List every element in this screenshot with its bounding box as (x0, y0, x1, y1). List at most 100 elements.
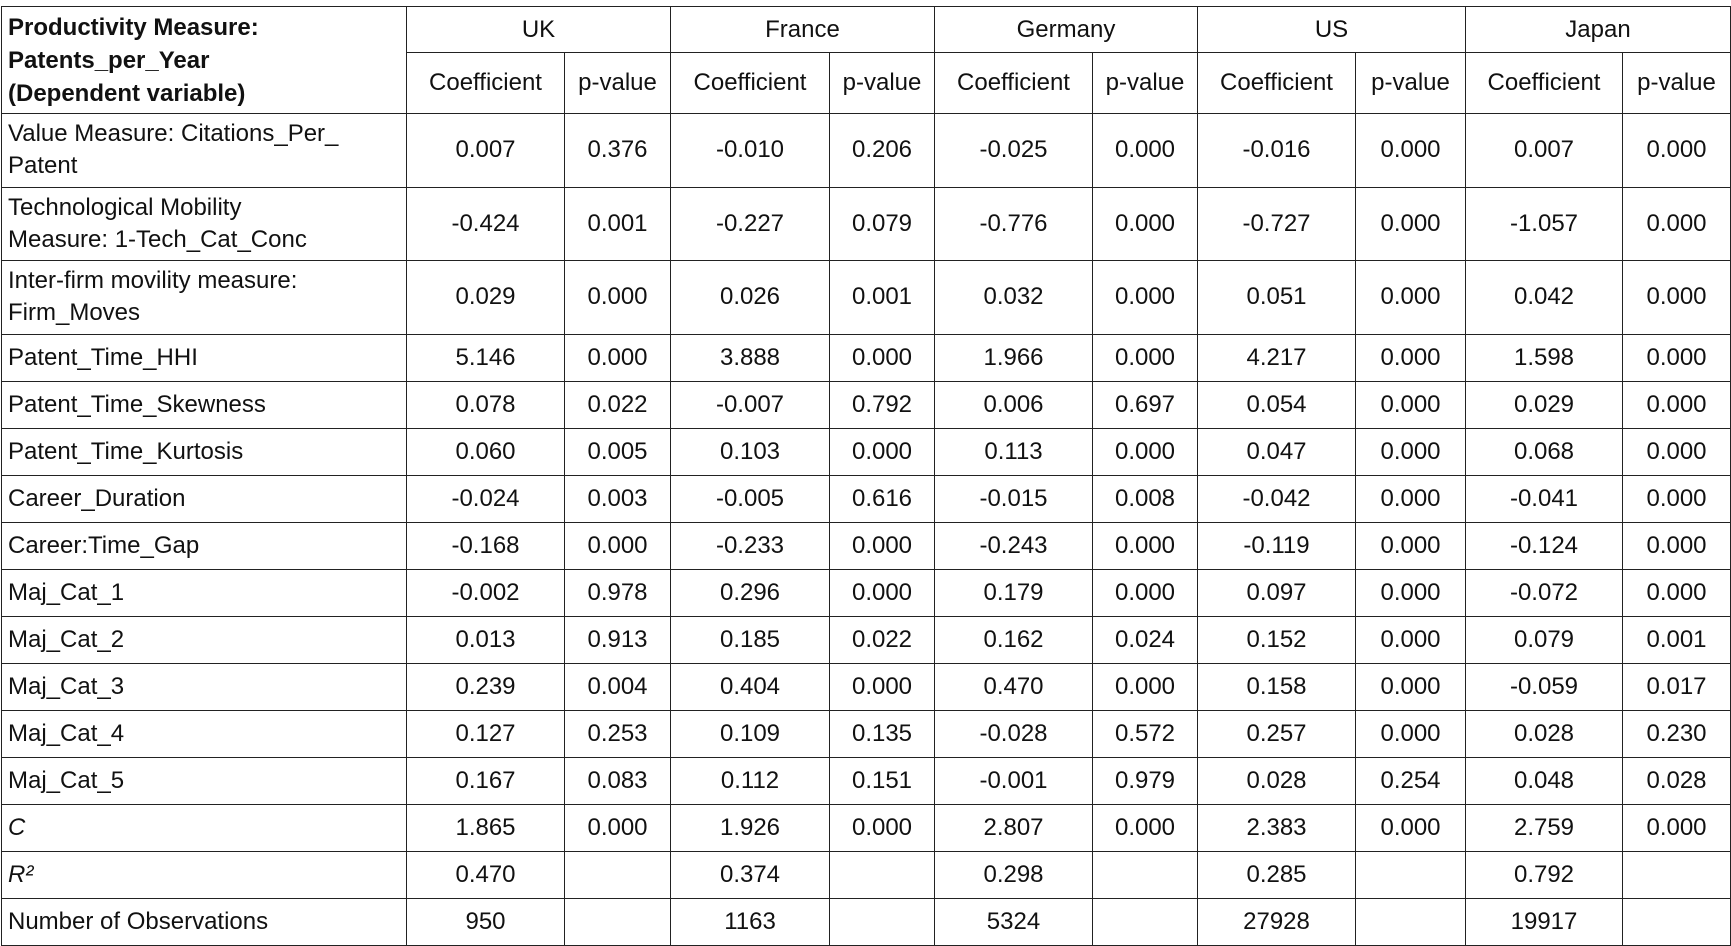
cell-value: 0.000 (1380, 813, 1441, 841)
cell-value: 0.051 (1246, 283, 1307, 311)
subheader-text: p-value (1637, 69, 1716, 96)
cell-value: 0.697 (1114, 390, 1176, 418)
label-line: Maj_Cat_3 (8, 672, 125, 700)
cell-value: 0.298 (983, 860, 1044, 888)
coefficient-cell: -0.072 (1465, 568, 1623, 617)
coefficient-cell: 0.054 (1197, 380, 1356, 429)
p-value-cell: 0.000 (1092, 427, 1198, 476)
coefficient-cell: 0.179 (934, 568, 1093, 617)
p-value-cell: 0.000 (564, 333, 671, 382)
p-value-cell: 0.000 (564, 803, 671, 852)
data-row: C 1.865 0.000 1.926 0.000 2.807 0.000 2.383 0.00… (1, 803, 1731, 852)
data-row: R² 0.470 0.374 0.298 0.285 0.792 (1, 850, 1731, 899)
coefficient-cell: 27928 (1197, 897, 1356, 946)
p-value-cell: 0.572 (1092, 709, 1198, 758)
coefficient-cell: -0.727 (1197, 186, 1356, 261)
row-label: Maj_Cat_3 (1, 662, 407, 711)
cell-value: 0.000 (1380, 531, 1441, 559)
p-value-cell (829, 850, 935, 899)
cell-value: 0.000 (1380, 390, 1441, 418)
cell-value: -0.227 (715, 209, 785, 237)
cell-value: -0.243 (979, 531, 1048, 559)
coefficient-cell: 0.006 (934, 380, 1093, 429)
p-value-cell (564, 897, 671, 946)
cell-value: 0.000 (851, 813, 913, 841)
cell-value: 0.000 (1114, 672, 1176, 700)
p-value-cell: 0.000 (1622, 568, 1731, 617)
cell-value: 0.013 (455, 625, 516, 653)
cell-value: 0.179 (983, 578, 1044, 606)
coefficient-cell: -0.124 (1465, 521, 1623, 570)
coefficient-cell: 2.759 (1465, 803, 1623, 852)
coefficient-cell: 19917 (1465, 897, 1623, 946)
cell-value: 5.146 (455, 343, 516, 371)
p-value-cell: 0.000 (829, 803, 935, 852)
p-value-cell: 0.022 (564, 380, 671, 429)
data-row: Value Measure: Citations_Per_ Patent 0.007… (1, 113, 1731, 188)
cell-value: 0.000 (851, 343, 913, 371)
cell-value: 0.000 (1646, 813, 1707, 841)
cell-value: 0.022 (587, 390, 648, 418)
cell-value: -0.010 (715, 136, 785, 164)
p-value-cell: 0.616 (829, 474, 935, 523)
cell-value: -0.024 (451, 484, 520, 512)
p-value-cell: 0.000 (1355, 186, 1466, 261)
cell-value: 1.926 (719, 813, 781, 841)
cell-value: 0.404 (719, 672, 781, 700)
cell-value: 0.257 (1246, 719, 1307, 747)
cell-value: 0.979 (1114, 766, 1176, 794)
country-header: UK (406, 6, 671, 53)
p-value-cell (1622, 897, 1731, 946)
coefficient-cell: 0.185 (670, 615, 830, 664)
p-value-cell (1355, 897, 1466, 946)
data-row: Career_Duration -0.024 0.003 -0.005 0.616 -0.… (1, 474, 1731, 523)
coefficient-cell: 0.127 (406, 709, 565, 758)
label-line: Technological Mobility (8, 193, 242, 221)
row-label: Career:Time_Gap (1, 521, 407, 570)
p-value-cell: 0.005 (564, 427, 671, 476)
p-value-cell: 0.000 (1622, 521, 1731, 570)
cell-value: 0.079 (1513, 625, 1575, 653)
cell-value: -0.002 (451, 578, 520, 606)
cell-value: -0.124 (1509, 531, 1579, 559)
coefficient-cell: 0.112 (670, 756, 830, 805)
coefficient-cell: 0.028 (1465, 709, 1623, 758)
p-value-cell: 0.000 (1622, 474, 1731, 523)
coefficient-cell: 0.042 (1465, 260, 1623, 335)
cell-value: 0.005 (587, 437, 648, 465)
cell-value: 2.759 (1513, 813, 1575, 841)
label-line: Career:Time_Gap (8, 531, 200, 559)
p-value-cell: 0.000 (1092, 521, 1198, 570)
cell-value: 950 (465, 907, 506, 935)
country-name: UK (521, 15, 556, 43)
cell-value: -0.016 (1242, 136, 1311, 164)
cell-value: -0.041 (1509, 484, 1579, 512)
cell-value: 0.000 (1646, 578, 1707, 606)
cell-value: 0.000 (1114, 531, 1176, 559)
cell-value: -0.059 (1509, 672, 1579, 700)
data-row: Maj_Cat_4 0.127 0.253 0.109 0.135 -0.028 0.572… (1, 709, 1731, 758)
label-line: Firm_Moves (8, 299, 141, 327)
cell-value: 0.060 (455, 437, 516, 465)
cell-value: 0.000 (1380, 578, 1441, 606)
country-name: Germany (1016, 15, 1116, 43)
coefficient-cell: -0.776 (934, 186, 1093, 261)
subheader: p-value (1092, 52, 1198, 114)
coefficient-cell: 0.257 (1197, 709, 1356, 758)
subheader: Coefficient (406, 52, 565, 114)
cell-value: 2.383 (1246, 813, 1307, 841)
subheader-row: Coefficient p-value Coefficient p-value Coef… (2, 52, 1731, 114)
cell-value: 0.162 (983, 625, 1044, 653)
subheader: p-value (1355, 52, 1466, 114)
coefficient-cell: 0.158 (1197, 662, 1356, 711)
row-label: Inter-firm movility measure: Firm_Moves (1, 260, 407, 335)
label-line: R² (8, 860, 34, 888)
coefficient-cell: -0.024 (406, 474, 565, 523)
cell-value: 0.285 (1246, 860, 1307, 888)
cell-value: -0.005 (715, 484, 785, 512)
cell-value: -0.119 (1243, 531, 1310, 559)
cell-value: -0.072 (1509, 578, 1579, 606)
row-label: R² (1, 850, 407, 899)
coefficient-cell: -0.007 (670, 380, 830, 429)
coefficient-cell: 0.167 (406, 756, 565, 805)
